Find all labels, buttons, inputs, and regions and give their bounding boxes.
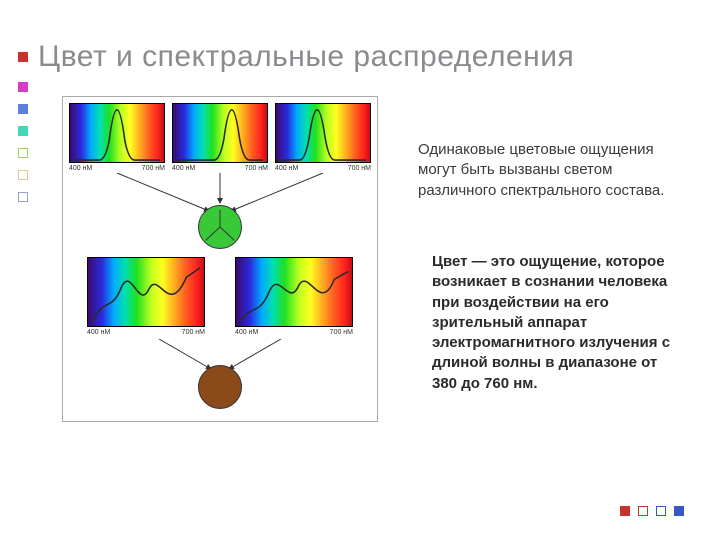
axis-min: 400 нМ xyxy=(87,329,110,336)
spectrum-panel: 400 нМ 700 нМ xyxy=(275,103,371,177)
spectral-curve xyxy=(276,104,370,162)
axis-max: 700 нМ xyxy=(245,165,268,172)
footer-square xyxy=(620,506,630,516)
left-bullet xyxy=(18,82,28,92)
left-bullet xyxy=(18,104,28,114)
spectral-curve xyxy=(70,104,164,162)
axis-labels: 400 нМ 700 нМ xyxy=(172,165,268,172)
spectral-curve xyxy=(236,258,352,326)
spectral-curve xyxy=(173,104,267,162)
footer-square xyxy=(656,506,666,516)
tripartite-icon xyxy=(199,206,241,248)
left-bullet xyxy=(18,192,28,202)
axis-max: 700 нМ xyxy=(142,165,165,172)
footer-square xyxy=(674,506,684,516)
paragraph-2: Цвет — это ощущение, которое возникает в… xyxy=(432,252,678,394)
spectrum-gradient xyxy=(275,103,371,163)
spectrum-gradient xyxy=(172,103,268,163)
axis-labels: 400 нМ 700 нМ xyxy=(69,165,165,172)
slide-title-row: Цвет и спектральные распределения xyxy=(18,40,574,74)
axis-labels: 400 нМ 700 нМ xyxy=(87,329,205,336)
spectrum-gradient xyxy=(235,257,353,327)
axis-min: 400 нМ xyxy=(69,165,92,172)
spectrum-panel: 400 нМ 700 нМ xyxy=(172,103,268,177)
spectral-curve xyxy=(88,258,204,326)
bottom-panel-row: 400 нМ 700 нМ 400 нМ 700 нМ xyxy=(69,257,371,341)
axis-labels: 400 нМ 700 нМ xyxy=(275,165,371,172)
axis-min: 400 нМ xyxy=(172,165,195,172)
spectrum-panel: 400 нМ 700 нМ xyxy=(235,257,353,341)
axis-min: 400 нМ xyxy=(275,165,298,172)
axis-max: 700 нМ xyxy=(330,329,353,336)
spectrum-gradient xyxy=(69,103,165,163)
top-panel-row: 400 нМ 700 нМ 400 нМ 700 нМ 400 нМ 700 н… xyxy=(69,103,371,177)
left-bullet xyxy=(18,126,28,136)
footer-square xyxy=(638,506,648,516)
axis-max: 700 нМ xyxy=(182,329,205,336)
spectral-diagram: 400 нМ 700 нМ 400 нМ 700 нМ 400 нМ 700 н… xyxy=(62,96,378,422)
axis-max: 700 нМ xyxy=(348,165,371,172)
footer-squares xyxy=(620,506,684,516)
left-bullet xyxy=(18,170,28,180)
spectrum-gradient xyxy=(87,257,205,327)
left-bullet xyxy=(18,148,28,158)
spectrum-panel: 400 нМ 700 нМ xyxy=(87,257,205,341)
axis-labels: 400 нМ 700 нМ xyxy=(235,329,353,336)
result-color-circle xyxy=(198,205,242,249)
spectrum-panel: 400 нМ 700 нМ xyxy=(69,103,165,177)
slide-title: Цвет и спектральные распределения xyxy=(38,40,574,74)
left-bullet-list xyxy=(18,82,28,202)
paragraph-1: Одинаковые цветовые ощущения могут быть … xyxy=(418,140,678,201)
result-color-circle xyxy=(198,365,242,409)
title-bullet xyxy=(18,52,28,62)
axis-min: 400 нМ xyxy=(235,329,258,336)
